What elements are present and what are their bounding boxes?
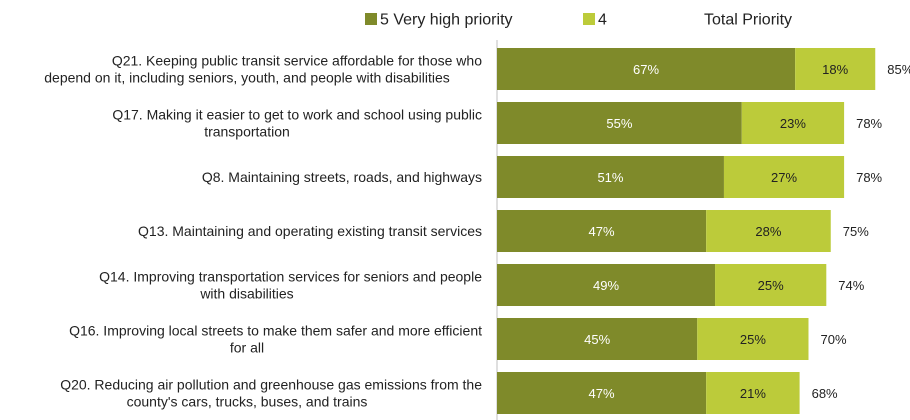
bar-segment-very-high	[497, 318, 698, 360]
category-label: Q8. Maintaining streets, roads, and high…	[202, 169, 482, 185]
data-label-very-high: 45%	[584, 332, 610, 347]
bar-segment-four	[697, 318, 809, 360]
category-label: Q14. Improving transportation services f…	[99, 269, 482, 285]
bar-segment-four	[706, 372, 800, 414]
data-label-very-high: 67%	[633, 62, 659, 77]
total-priority-label: 78%	[856, 116, 882, 131]
data-label-four: 23%	[780, 116, 806, 131]
category-label: for all	[230, 340, 264, 356]
bar-segment-very-high	[497, 264, 716, 306]
bar-segment-very-high	[497, 210, 707, 252]
legend-swatch-four	[583, 13, 595, 25]
category-label: with disabilities	[199, 286, 293, 302]
bar-segment-very-high	[497, 102, 742, 144]
category-label: Q17. Making it easier to get to work and…	[112, 107, 482, 123]
total-priority-label: 78%	[856, 170, 882, 185]
bar-segment-four	[795, 48, 876, 90]
legend-label-four: 4	[598, 12, 607, 29]
total-priority-label: 70%	[821, 332, 847, 347]
data-label-four: 28%	[755, 224, 781, 239]
bar-segment-four	[741, 102, 845, 144]
total-priority-label: 68%	[812, 386, 838, 401]
category-label: Q20. Reducing air pollution and greenhou…	[60, 377, 482, 393]
data-label-very-high: 55%	[606, 116, 632, 131]
data-label-four: 27%	[771, 170, 797, 185]
data-label-very-high: 47%	[589, 386, 615, 401]
data-label-very-high: 49%	[593, 278, 619, 293]
bar-segment-very-high	[497, 372, 707, 414]
category-label: Q13. Maintaining and operating existing …	[138, 223, 482, 239]
data-label-very-high: 51%	[597, 170, 623, 185]
legend-swatch-very-high	[365, 13, 377, 25]
category-label: Q16. Improving local streets to make the…	[69, 323, 482, 339]
bar-segment-very-high	[497, 48, 796, 90]
data-label-four: 21%	[740, 386, 766, 401]
category-label: county's cars, trucks, buses, and trains	[127, 394, 368, 410]
legend-label-very-high: 5 Very high priority	[380, 12, 513, 29]
bar-segment-very-high	[497, 156, 724, 198]
data-label-four: 25%	[758, 278, 784, 293]
total-priority-label: 74%	[838, 278, 864, 293]
bar-segment-four	[723, 156, 845, 198]
data-label-four: 25%	[740, 332, 766, 347]
category-label: Q21. Keeping public transit service affo…	[112, 53, 482, 69]
bar-segment-four	[706, 210, 831, 252]
bar-segment-four	[715, 264, 827, 306]
data-label-very-high: 47%	[589, 224, 615, 239]
data-label-four: 18%	[822, 62, 848, 77]
total-priority-label: 85%	[887, 62, 910, 77]
legend-label-total: Total Priority	[704, 12, 792, 29]
category-label: transportation	[204, 124, 290, 140]
total-priority-label: 75%	[843, 224, 869, 239]
category-label: depend on it, including seniors, youth, …	[44, 70, 450, 86]
